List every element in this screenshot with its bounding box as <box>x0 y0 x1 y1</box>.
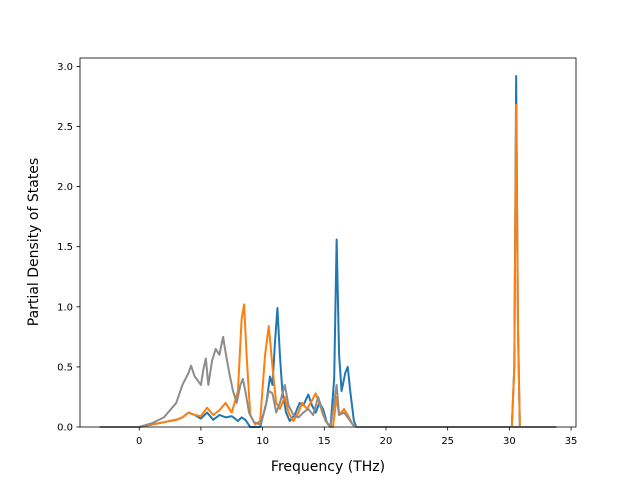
y-tick-label: 1.5 <box>57 242 73 253</box>
series-layer <box>99 75 557 428</box>
series-line-1 <box>99 75 557 428</box>
x-tick-label: 10 <box>256 436 269 447</box>
y-tick-label: 0.5 <box>57 362 73 373</box>
x-tick-label: 15 <box>318 436 331 447</box>
y-tick-label: 2.0 <box>57 182 73 193</box>
y-tick-label: 2.5 <box>57 122 73 133</box>
x-tick-label: 20 <box>380 436 393 447</box>
y-tick-label: 0.0 <box>57 423 73 434</box>
x-tick-label: 35 <box>565 436 578 447</box>
x-tick-label: 0 <box>136 436 142 447</box>
x-tick-label: 30 <box>503 436 516 447</box>
y-axis-ticks: 0.0 0.5 1.0 1.5 2.0 2.5 3.0 <box>57 62 80 434</box>
series-line-3 <box>99 335 557 428</box>
x-tick-label: 25 <box>441 436 454 447</box>
y-tick-label: 1.0 <box>57 302 73 313</box>
x-axis-label: Frequency (THz) <box>271 459 385 475</box>
y-tick-label: 3.0 <box>57 62 73 73</box>
x-tick-label: 5 <box>198 436 204 447</box>
plot-frame <box>79 57 577 428</box>
y-axis-label: Partial Density of States <box>26 158 42 326</box>
x-axis-ticks: 0 5 10 15 20 25 30 35 <box>136 427 577 447</box>
